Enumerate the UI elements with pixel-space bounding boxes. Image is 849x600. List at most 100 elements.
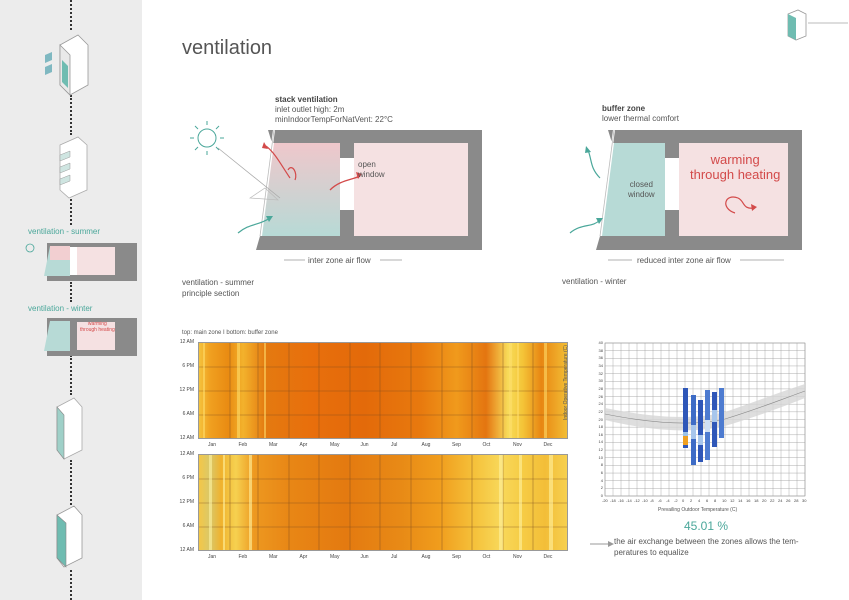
- building-thumbnail-2[interactable]: [45, 135, 105, 205]
- mini-winter-section[interactable]: [22, 315, 137, 360]
- comfort-x-tick: -12: [634, 498, 640, 503]
- summer-section-diagram: [190, 121, 482, 261]
- heatmap-y-tick: 12 AM: [179, 547, 194, 553]
- comfort-y-tick: 16: [598, 431, 603, 437]
- dotted-line: [70, 95, 74, 135]
- comfort-y-tick: 6: [600, 470, 603, 476]
- comfort-y-tick: 22: [598, 408, 603, 414]
- building-thumbnail-3[interactable]: [42, 395, 102, 465]
- sidebar-label-winter: ventilation - winter: [28, 304, 93, 313]
- comfort-x-tick: -20: [602, 498, 608, 503]
- header-rule: [808, 22, 848, 24]
- heatmap-y-tick: 12 AM: [179, 339, 194, 345]
- dotted-line: [70, 195, 74, 225]
- note-arrow-icon: [590, 541, 614, 547]
- heatmap-y-tick: 12 PM: [179, 499, 194, 505]
- heatmap-month-label: Nov: [513, 554, 522, 560]
- comfort-x-tick: 8: [714, 498, 717, 503]
- comfort-y-tick: 34: [598, 362, 603, 368]
- heatmap-month-label: Dec: [543, 442, 553, 448]
- heatmap-month-label: Jan: [208, 442, 217, 448]
- comfort-y-tick: 14: [598, 439, 603, 445]
- comfort-x-tick: -4: [666, 498, 670, 503]
- summer-heading: stack ventilation: [275, 95, 338, 104]
- comfort-x-tick: 20: [762, 498, 767, 503]
- comfort-x-tick: 24: [778, 498, 783, 503]
- comfort-y-tick: 30: [598, 378, 603, 384]
- summer-caption-2: principle section: [182, 289, 240, 298]
- comfort-x-tick: 16: [746, 498, 751, 503]
- comfort-x-tick: 18: [754, 498, 759, 503]
- comfort-y-tick: 0: [600, 493, 603, 498]
- comfort-x-tick: -6: [658, 498, 662, 503]
- comfort-ylabel: Indoor Operative Temperature (C): [563, 345, 569, 420]
- sidebar: ventilation - summer ventilation - winte…: [0, 0, 142, 600]
- comfort-y-tick: 40: [598, 340, 603, 345]
- dotted-line: [70, 0, 74, 30]
- comfort-x-tick: 4: [698, 498, 701, 503]
- result-note-line1: the air exchange between the zones allow…: [614, 537, 799, 546]
- heatmap-month-label: Oct: [482, 554, 491, 560]
- comfort-y-tick: 32: [598, 370, 603, 376]
- comfort-x-tick: -10: [642, 498, 648, 503]
- heatmap-month-label: Jan: [208, 554, 217, 560]
- comfort-x-tick: 14: [738, 498, 743, 503]
- comfort-y-tick: 2: [600, 485, 603, 491]
- winter-caption: ventilation - winter: [562, 277, 627, 286]
- mini-summer-section[interactable]: [22, 240, 137, 285]
- summer-line1: inlet outlet high: 2m: [275, 105, 345, 114]
- comfort-xlabel: Prevailing Outdoor Temperature (C): [658, 507, 738, 513]
- mini-warming-label: warming through heating: [80, 321, 115, 333]
- heatmap-y-tick: 6 PM: [182, 475, 194, 481]
- winter-flow-label: reduced inter zone air flow: [637, 256, 731, 265]
- heatmap-y-tick: 6 PM: [182, 363, 194, 369]
- heatmap-month-label: Feb: [238, 554, 248, 560]
- winter-line1: lower thermal comfort: [602, 114, 679, 123]
- heatmap-y-tick: 12 AM: [179, 451, 194, 457]
- comfort-x-tick: 2: [690, 498, 693, 503]
- heatmap-y-tick: 6 AM: [182, 411, 194, 417]
- heatmap-month-label: Jun: [360, 442, 369, 448]
- comfort-y-tick: 8: [600, 462, 603, 468]
- heatmap-month-label: Jul: [391, 442, 398, 448]
- comfort-x-tick: 0: [682, 498, 685, 503]
- heatmap-month-label: Apr: [299, 554, 308, 560]
- heatmap-month-label: Aug: [421, 442, 431, 448]
- comfort-x-tick: 6: [706, 498, 709, 503]
- dotted-line: [70, 282, 74, 302]
- closed-window-label: closed window: [628, 180, 655, 199]
- logo-building-icon: [787, 9, 807, 41]
- heatmap-y-tick: 12 AM: [179, 435, 194, 441]
- comfort-y-tick: 10: [598, 454, 603, 460]
- building-thumbnail-4[interactable]: [42, 503, 102, 573]
- result-note-line2: peratures to equalize: [614, 548, 689, 557]
- heatmap-main-zone: [198, 342, 568, 439]
- heatmap-main-grid: [199, 343, 567, 438]
- heatmap-month-label: Feb: [238, 442, 248, 448]
- summer-caption-1: ventilation - summer: [182, 278, 255, 287]
- comfort-percent: 45.01 %: [684, 519, 729, 533]
- heatmap-month-label: Mar: [269, 442, 278, 448]
- comfort-x-tick: 10: [722, 498, 727, 503]
- building-thumbnail-1[interactable]: [40, 30, 100, 100]
- comfort-y-tick: 20: [598, 416, 603, 422]
- dotted-line: [70, 570, 74, 600]
- heatmap-month-label: Dec: [543, 554, 553, 560]
- heatmap-month-label: May: [330, 554, 340, 560]
- heatmap-month-label: Sep: [452, 554, 461, 560]
- comfort-x-tick: 30: [802, 498, 807, 503]
- comfort-x-tick: 12: [730, 498, 735, 503]
- heatmap-month-label: Jul: [391, 554, 398, 560]
- heatmap-month-label: May: [330, 442, 340, 448]
- comfort-x-tick: -2: [674, 498, 678, 503]
- heatmap-y-tick: 12 PM: [179, 387, 194, 393]
- comfort-y-tick: 24: [598, 401, 603, 407]
- comfort-y-tick: 28: [598, 385, 603, 391]
- comfort-y-tick: 4: [600, 477, 603, 483]
- sidebar-label-summer: ventilation - summer: [28, 227, 101, 236]
- sun-icon: [190, 121, 224, 155]
- comfort-x-tick: -16: [618, 498, 624, 503]
- heatmap-buffer-zone: [198, 454, 568, 551]
- comfort-y-tick: 36: [598, 355, 603, 361]
- comfort-x-tick: 22: [770, 498, 775, 503]
